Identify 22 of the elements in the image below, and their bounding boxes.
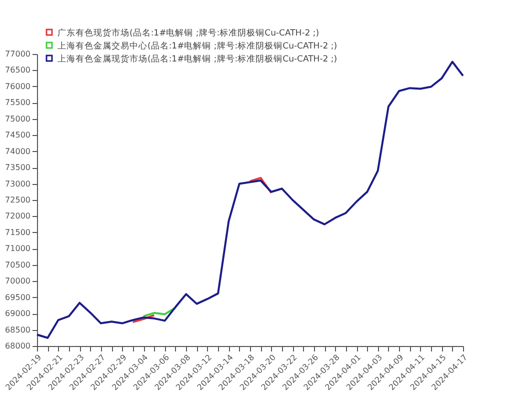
y-tick-label: 71000 (5, 244, 30, 254)
legend-label: 广东有色现货市场(品名:1#电解铜 ;牌号:标准阴极铜Cu-CATH-2 ;) (58, 27, 320, 38)
y-tick-label: 75000 (5, 114, 30, 124)
y-tick-label: 70500 (5, 260, 30, 270)
y-tick-label: 74000 (5, 146, 30, 156)
y-tick-label: 68500 (5, 325, 30, 334)
y-tick-label: 72500 (5, 196, 30, 204)
y-tick-label: 72000 (5, 212, 30, 221)
legend-label: 上海有色金属交易中心(品名:1#电解铜 ;牌号:标准阴极铜Cu-CATH-2 ;) (58, 40, 338, 52)
y-tick-label: 73500 (5, 163, 30, 172)
y-tick-label: 70000 (5, 276, 30, 286)
y-tick-label: 71500 (5, 228, 30, 237)
y-tick-label: 68000 (5, 342, 30, 350)
y-tick-label: 76000 (5, 82, 30, 91)
y-tick-label: 75500 (5, 98, 30, 108)
y-tick-label: 77000 (5, 50, 30, 58)
y-tick-label: 69500 (5, 292, 30, 302)
y-tick-label: 69000 (5, 309, 30, 318)
y-tick-label: 74500 (5, 130, 30, 140)
legend-label: 上海有色金属现货市场(品名:1#电解铜 ;牌号:标准阴极铜Cu-CATH-2 ;) (58, 53, 338, 64)
y-tick-label: 73000 (5, 179, 30, 188)
y-tick-label: 76500 (5, 66, 30, 75)
